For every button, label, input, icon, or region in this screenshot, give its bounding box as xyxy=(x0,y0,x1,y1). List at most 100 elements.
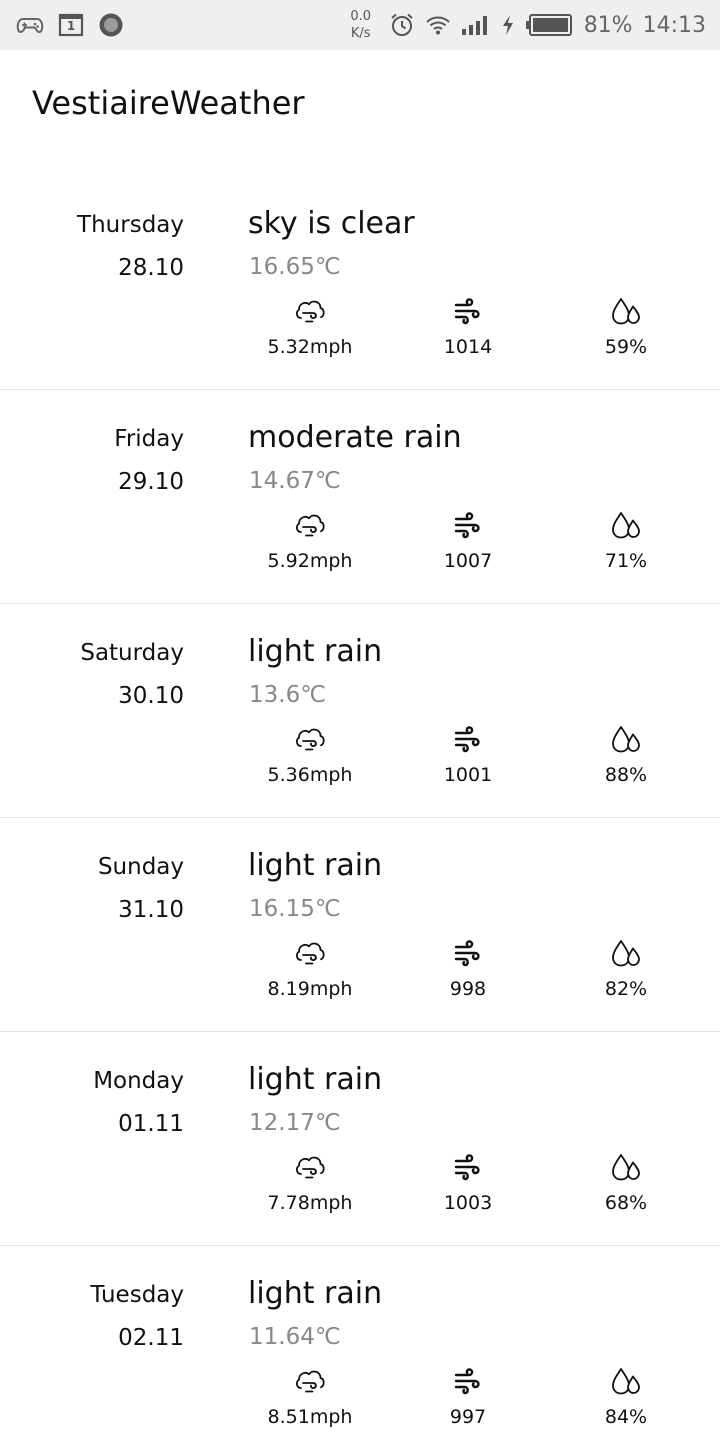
app-title: VestiaireWeather xyxy=(32,84,305,122)
wind-speed-metric: 5.36mph xyxy=(240,724,380,788)
weather-description: light rain xyxy=(248,848,383,883)
humidity-metric: 88% xyxy=(556,724,696,788)
day-name: Sunday xyxy=(97,854,184,880)
wind-speed-value: 5.92mph xyxy=(267,550,353,572)
wind-lines-icon xyxy=(454,726,480,753)
wind-speed-metric: 8.19mph xyxy=(240,938,380,1002)
weather-description: light rain xyxy=(248,1062,383,1097)
forecast-day-row[interactable]: Monday 01.11 light rain 12.17℃ 7.78mph 1… xyxy=(0,1032,720,1246)
pressure-metric: 998 xyxy=(398,938,538,1002)
forecast-day-row[interactable]: Thursday 28.10 sky is clear 16.65℃ 5.32m… xyxy=(0,176,720,390)
wind-cloud-icon xyxy=(296,942,325,965)
wifi-icon xyxy=(425,16,450,35)
status-clock: 14:13 xyxy=(642,12,706,38)
humidity-value: 71% xyxy=(604,550,648,572)
pressure-value: 1007 xyxy=(443,550,493,572)
network-speed-unit: K/s xyxy=(350,26,371,41)
status-bar-left: 1 xyxy=(16,12,124,38)
day-date: 01.11 xyxy=(118,1111,184,1137)
wind-speed-value: 5.32mph xyxy=(267,336,353,358)
day-date: 30.10 xyxy=(118,683,184,709)
wind-speed-value: 7.78mph xyxy=(267,1192,353,1214)
wind-cloud-icon xyxy=(296,1370,325,1393)
day-name: Friday xyxy=(114,426,184,452)
day-date: 28.10 xyxy=(118,255,184,281)
forecast-list: Thursday 28.10 sky is clear 16.65℃ 5.32m… xyxy=(0,176,720,1440)
pressure-metric: 1001 xyxy=(398,724,538,788)
humidity-value: 68% xyxy=(604,1192,648,1214)
wind-speed-metric: 5.92mph xyxy=(240,510,380,574)
network-speed-value: 0.0 xyxy=(350,9,372,24)
pressure-metric: 997 xyxy=(398,1366,538,1430)
alarm-icon xyxy=(391,13,413,36)
humidity-metric: 84% xyxy=(556,1366,696,1430)
wind-speed-value: 8.51mph xyxy=(267,1406,353,1428)
day-date: 31.10 xyxy=(118,897,184,923)
pressure-value: 1001 xyxy=(443,764,493,786)
day-name: Thursday xyxy=(77,212,184,238)
wind-lines-icon xyxy=(454,1154,480,1181)
wind-lines-icon xyxy=(454,298,480,325)
humidity-value: 88% xyxy=(604,764,648,786)
network-speed: 0.0 K/s xyxy=(344,8,378,42)
pressure-metric: 1007 xyxy=(398,510,538,574)
forecast-day-row[interactable]: Friday 29.10 moderate rain 14.67℃ 5.92mp… xyxy=(0,390,720,604)
weather-description: moderate rain xyxy=(248,420,462,455)
wind-cloud-icon xyxy=(296,728,325,751)
forecast-day-row[interactable]: Sunday 31.10 light rain 16.15℃ 8.19mph 9… xyxy=(0,818,720,1032)
wind-speed-metric: 5.32mph xyxy=(240,296,380,360)
pressure-value: 1014 xyxy=(443,336,493,358)
water-drops-icon xyxy=(612,512,640,539)
status-bar: 1 0.0 K/s xyxy=(0,0,720,50)
wind-speed-metric: 8.51mph xyxy=(240,1366,380,1430)
wind-lines-icon xyxy=(454,1368,480,1395)
signal-icon xyxy=(461,16,487,35)
temperature: 13.6℃ xyxy=(249,682,327,708)
temperature: 14.67℃ xyxy=(249,468,341,494)
pressure-value: 997 xyxy=(449,1406,487,1428)
pressure-metric: 1014 xyxy=(398,296,538,360)
humidity-metric: 68% xyxy=(556,1152,696,1216)
weather-description: sky is clear xyxy=(248,206,415,241)
wind-cloud-icon xyxy=(296,300,325,323)
temperature: 16.65℃ xyxy=(249,254,341,280)
day-date: 02.11 xyxy=(118,1325,184,1351)
humidity-value: 82% xyxy=(604,978,648,1000)
water-drops-icon xyxy=(612,726,640,753)
humidity-value: 59% xyxy=(604,336,648,358)
gamepad-icon xyxy=(16,18,44,33)
calendar-icon: 1 xyxy=(58,13,84,37)
record-icon xyxy=(99,13,123,37)
weather-description: light rain xyxy=(248,634,383,669)
weather-description: light rain xyxy=(248,1276,383,1311)
temperature: 16.15℃ xyxy=(249,896,341,922)
forecast-day-row[interactable]: Tuesday 02.11 light rain 11.64℃ 8.51mph … xyxy=(0,1246,720,1440)
humidity-value: 84% xyxy=(604,1406,648,1428)
battery-percent: 81% xyxy=(583,12,633,38)
charging-icon xyxy=(502,15,513,35)
battery-icon xyxy=(525,14,572,36)
water-drops-icon xyxy=(612,1368,640,1395)
pressure-metric: 1003 xyxy=(398,1152,538,1216)
status-bar-right: 0.0 K/s 81% 14:13 xyxy=(344,0,706,50)
wind-speed-value: 8.19mph xyxy=(267,978,353,1000)
day-name: Monday xyxy=(93,1068,184,1094)
wind-cloud-icon xyxy=(296,514,325,537)
day-name: Tuesday xyxy=(90,1282,184,1308)
humidity-metric: 59% xyxy=(556,296,696,360)
humidity-metric: 82% xyxy=(556,938,696,1002)
temperature: 11.64℃ xyxy=(249,1324,341,1350)
wind-lines-icon xyxy=(454,512,480,539)
wind-lines-icon xyxy=(454,940,480,967)
wind-speed-value: 5.36mph xyxy=(267,764,353,786)
forecast-day-row[interactable]: Saturday 30.10 light rain 13.6℃ 5.36mph … xyxy=(0,604,720,818)
wind-cloud-icon xyxy=(296,1156,325,1179)
pressure-value: 1003 xyxy=(443,1192,493,1214)
day-name: Saturday xyxy=(80,640,184,666)
water-drops-icon xyxy=(612,1154,640,1181)
water-drops-icon xyxy=(612,298,640,325)
calendar-day-number: 1 xyxy=(66,19,76,33)
humidity-metric: 71% xyxy=(556,510,696,574)
day-date: 29.10 xyxy=(118,469,184,495)
wind-speed-metric: 7.78mph xyxy=(240,1152,380,1216)
